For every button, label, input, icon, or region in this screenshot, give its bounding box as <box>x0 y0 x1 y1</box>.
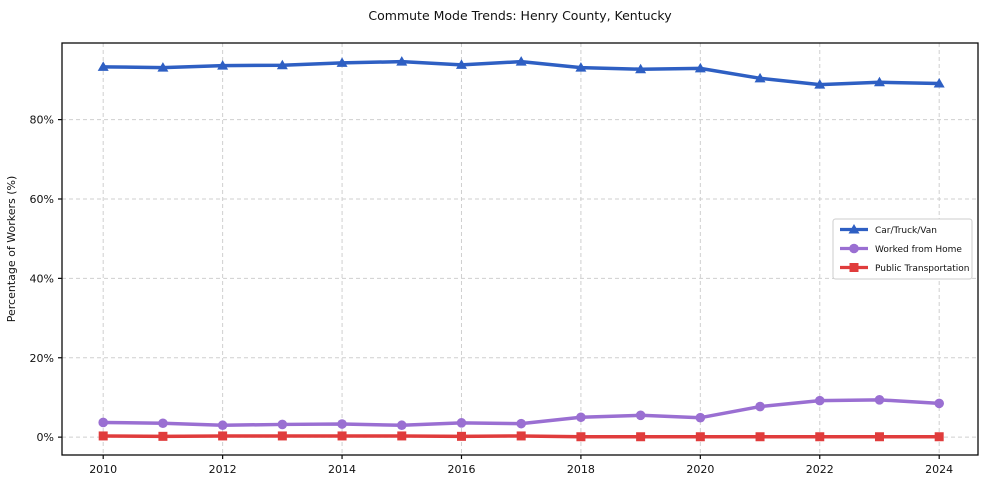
legend-label-worked-from-home: Worked from Home <box>875 245 962 255</box>
legend-marker-public-transportation <box>849 263 859 272</box>
legend-label-public-transportation: Public Transportation <box>875 264 969 274</box>
series-layer <box>97 56 945 442</box>
marker-car-truck-van-2011 <box>157 62 169 72</box>
x-tick-label-2020: 2020 <box>686 463 714 476</box>
axes-layer: 2010 2012 2014 2016 2018 2020 2022 2024 0% 20% 40%… <box>30 42 979 476</box>
marker-car-truck-van-2015 <box>396 56 408 66</box>
marker-public-transportation-2019 <box>636 432 646 442</box>
marker-public-transportation-2014 <box>337 431 347 441</box>
marker-worked-from-home-2022 <box>814 395 825 406</box>
marker-car-truck-van-2024 <box>933 77 945 88</box>
marker-public-transportation-2022 <box>815 432 825 442</box>
marker-worked-from-home-2016 <box>456 418 467 428</box>
marker-public-transportation-2021 <box>755 432 765 442</box>
marker-car-truck-van-2010 <box>97 61 109 71</box>
marker-car-truck-van-2014 <box>336 57 348 67</box>
marker-worked-from-home-2015 <box>396 420 407 431</box>
marker-worked-from-home-2021 <box>755 401 765 412</box>
marker-car-truck-van-2017 <box>515 56 527 66</box>
marker-car-truck-van-2018 <box>575 62 587 72</box>
marker-worked-from-home-2018 <box>576 412 586 423</box>
y-tick-label-80: 80% <box>30 114 54 127</box>
marker-public-transportation-2010 <box>98 431 108 441</box>
y-tick-label-0: 0% <box>37 431 54 444</box>
marker-public-transportation-2023 <box>874 432 884 442</box>
y-tick-label-20: 20% <box>30 352 54 365</box>
marker-public-transportation-2016 <box>456 431 466 441</box>
marker-public-transportation-2012 <box>218 431 228 441</box>
marker-public-transportation-2020 <box>695 432 705 442</box>
marker-car-truck-van-2021 <box>754 72 766 83</box>
marker-worked-from-home-2017 <box>516 418 526 429</box>
marker-public-transportation-2017 <box>516 431 526 441</box>
marker-worked-from-home-2014 <box>337 419 347 429</box>
legend-label-car-truck-van: Car/Truck/Van <box>875 226 937 236</box>
marker-worked-from-home-2010 <box>98 417 109 428</box>
x-tick-label-2022: 2022 <box>806 463 834 476</box>
legend-marker-worked-from-home <box>849 243 859 254</box>
marker-worked-from-home-2020 <box>695 412 706 423</box>
marker-car-truck-van-2013 <box>276 59 288 70</box>
legend-marker-car-truck-van <box>848 224 860 234</box>
x-tick-label-2016: 2016 <box>447 463 475 476</box>
axes-box <box>61 42 979 456</box>
marker-car-truck-van-2022 <box>814 79 826 89</box>
y-axis-label: Percentage of Workers (%) <box>5 176 18 323</box>
x-tick-label-2014: 2014 <box>328 463 356 476</box>
y-tick-label-40: 40% <box>30 272 54 285</box>
chart-title: Commute Mode Trends: Henry County, Kentu… <box>368 8 672 23</box>
x-tick-label-2018: 2018 <box>567 463 595 476</box>
legend-box <box>832 218 973 280</box>
marker-car-truck-van-2016 <box>455 59 467 69</box>
marker-worked-from-home-2023 <box>874 395 885 405</box>
y-tick-label-60: 60% <box>30 193 54 206</box>
marker-car-truck-van-2012 <box>217 60 229 70</box>
marker-public-transportation-2013 <box>277 431 287 441</box>
marker-worked-from-home-2012 <box>217 420 228 431</box>
marker-public-transportation-2018 <box>576 432 586 442</box>
x-tick-label-2010: 2010 <box>89 463 117 476</box>
grid-layer <box>62 43 978 455</box>
marker-worked-from-home-2011 <box>158 418 168 429</box>
marker-worked-from-home-2019 <box>635 410 646 421</box>
marker-car-truck-van-2020 <box>694 62 706 73</box>
marker-public-transportation-2011 <box>158 431 168 441</box>
x-tick-label-2012: 2012 <box>209 463 237 476</box>
legend-layer: Car/Truck/Van Worked from Home Public Tran… <box>832 218 973 280</box>
x-tick-label-2024: 2024 <box>925 463 953 476</box>
marker-worked-from-home-2013 <box>277 419 288 430</box>
marker-car-truck-van-2019 <box>635 63 647 74</box>
marker-public-transportation-2024 <box>934 432 944 442</box>
marker-worked-from-home-2024 <box>934 398 944 409</box>
marker-public-transportation-2015 <box>397 431 407 441</box>
marker-car-truck-van-2023 <box>873 76 885 87</box>
